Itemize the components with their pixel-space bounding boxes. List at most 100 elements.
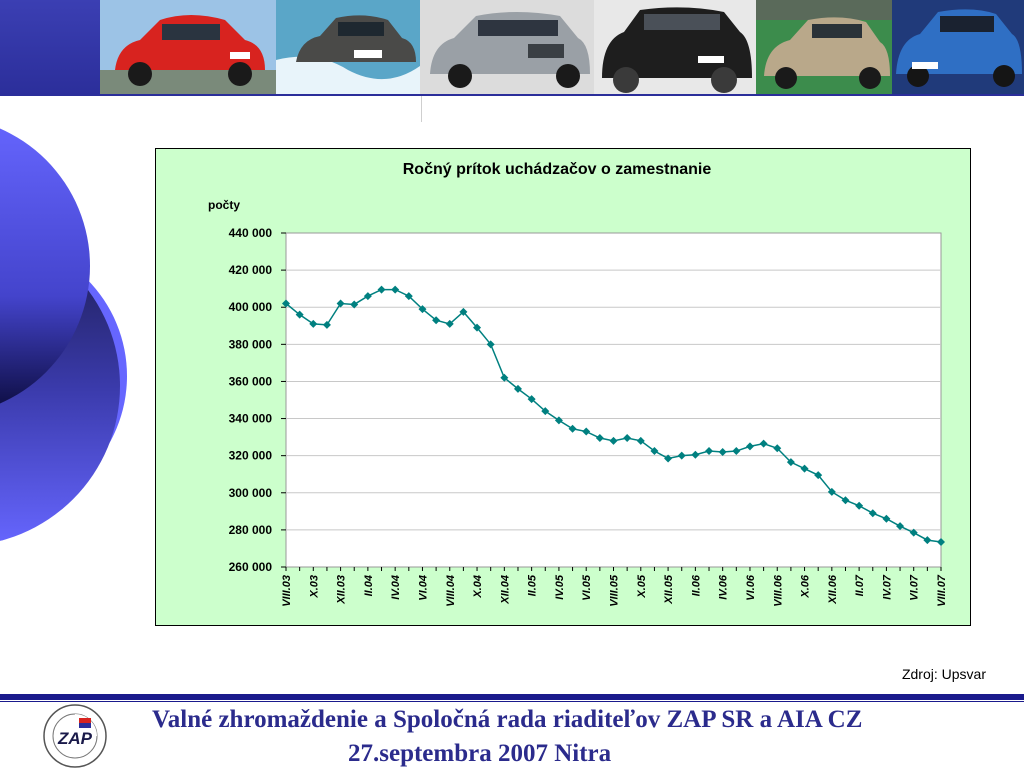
zap-logo-icon: ZAP xyxy=(43,704,107,768)
data-point xyxy=(855,501,864,510)
data-point xyxy=(705,447,714,456)
data-point xyxy=(322,320,331,329)
data-point xyxy=(664,454,673,463)
plot-area xyxy=(285,232,942,568)
data-point xyxy=(800,464,809,473)
data-point xyxy=(609,436,618,445)
data-point xyxy=(745,442,754,451)
x-tick-label: X.03 xyxy=(308,575,320,599)
decorative-circles xyxy=(0,128,127,541)
x-tick-label: IV.05 xyxy=(554,574,566,600)
x-tick-label: XII.06 xyxy=(827,574,839,605)
x-tick-label: VI.04 xyxy=(417,575,429,601)
header-rule xyxy=(100,94,1024,96)
data-point xyxy=(295,310,304,319)
header-color-block xyxy=(0,0,100,96)
y-tick-label: 360 000 xyxy=(229,374,273,388)
footer-rule xyxy=(0,694,1024,700)
data-point xyxy=(391,285,400,294)
data-point xyxy=(350,300,359,309)
x-tick-label: VI.07 xyxy=(909,574,921,601)
x-tick-label: XII.03 xyxy=(336,575,348,605)
x-tick-label: II.04 xyxy=(363,575,375,596)
data-point xyxy=(759,439,768,448)
x-tick-label: VIII.07 xyxy=(936,574,948,607)
x-tick-label: IV.04 xyxy=(390,575,402,600)
x-tick-label: IV.06 xyxy=(718,574,730,600)
x-tick-label: XII.05 xyxy=(663,574,675,605)
data-point xyxy=(650,447,659,456)
data-point xyxy=(814,471,823,480)
data-point xyxy=(377,285,386,294)
data-point xyxy=(336,299,345,308)
x-tick-label: VIII.03 xyxy=(281,575,293,607)
y-tick-label: 420 000 xyxy=(229,263,273,277)
data-point xyxy=(513,384,522,393)
y-tick-label: 300 000 xyxy=(229,486,273,500)
x-tick-label: XII.04 xyxy=(499,575,511,605)
data-point xyxy=(554,416,563,425)
data-point xyxy=(636,436,645,445)
car-photo-red-hatchback xyxy=(100,0,276,96)
chart-title: Ročný prítok uchádzačov o zamestnanie xyxy=(403,161,712,178)
car-photo-silver-suv xyxy=(420,0,594,96)
data-point xyxy=(896,522,905,531)
data-point xyxy=(527,395,536,404)
footer-rule-thin xyxy=(0,701,1024,702)
data-point xyxy=(691,450,700,459)
data-point xyxy=(445,319,454,328)
x-tick-label: VI.06 xyxy=(745,574,757,601)
car-photo-gold-hatchback xyxy=(756,0,892,96)
chart-frame: Ročný prítok uchádzačov o zamestnanie po… xyxy=(155,148,971,626)
y-tick-label: 280 000 xyxy=(229,523,273,537)
y-tick-label: 340 000 xyxy=(229,412,273,426)
car-photo-black-suv xyxy=(594,0,756,96)
data-point xyxy=(404,292,413,301)
data-point xyxy=(623,434,632,443)
x-axis-ticks: VIII.03 X.03 XII.03 II.04 IV.04 VI.04 VIII.04 X… xyxy=(281,567,948,607)
car-photo-blue-hatchback xyxy=(892,0,1024,96)
data-point xyxy=(282,299,290,308)
data-point xyxy=(432,316,441,325)
x-tick-label: X.06 xyxy=(800,574,812,599)
series-markers xyxy=(282,285,945,546)
data-point xyxy=(473,323,482,332)
logo-text: ZAP xyxy=(57,729,93,748)
data-point xyxy=(732,447,741,456)
data-point xyxy=(909,528,918,537)
data-point xyxy=(827,487,836,496)
footer-title: Valné zhromaždenie a Spoločná rada riadi… xyxy=(152,706,863,733)
data-point xyxy=(718,447,727,456)
data-point xyxy=(500,373,509,382)
data-point xyxy=(923,536,932,545)
y-tick-label: 400 000 xyxy=(229,300,273,314)
y-tick-label: 320 000 xyxy=(229,449,273,463)
data-point xyxy=(868,509,877,518)
data-point xyxy=(786,458,795,467)
x-tick-label: II.05 xyxy=(527,574,539,596)
x-tick-label: VI.05 xyxy=(581,574,593,601)
x-tick-label: II.07 xyxy=(854,574,866,596)
x-tick-label: X.04 xyxy=(472,575,484,599)
data-point xyxy=(882,514,891,523)
source-note: Zdroj: Upsvar xyxy=(901,666,986,682)
data-point xyxy=(582,427,591,436)
data-point xyxy=(418,305,427,314)
data-point xyxy=(841,496,850,505)
data-point xyxy=(309,319,318,328)
data-point xyxy=(773,444,782,453)
x-tick-label: X.05 xyxy=(636,574,648,599)
data-point xyxy=(595,434,604,443)
divider-line xyxy=(421,96,422,122)
y-axis-label: počty xyxy=(208,198,240,212)
data-point xyxy=(459,307,468,316)
y-tick-label: 440 000 xyxy=(229,226,273,240)
x-tick-label: VIII.05 xyxy=(609,574,621,607)
line-chart: Ročný prítok uchádzačov o zamestnanie po… xyxy=(208,161,948,607)
data-point xyxy=(677,451,686,460)
data-point xyxy=(486,340,495,349)
x-tick-label: VIII.06 xyxy=(772,574,784,607)
data-point xyxy=(541,407,550,416)
x-tick-label: VIII.04 xyxy=(445,575,457,607)
car-photo-suv-water xyxy=(276,0,420,96)
